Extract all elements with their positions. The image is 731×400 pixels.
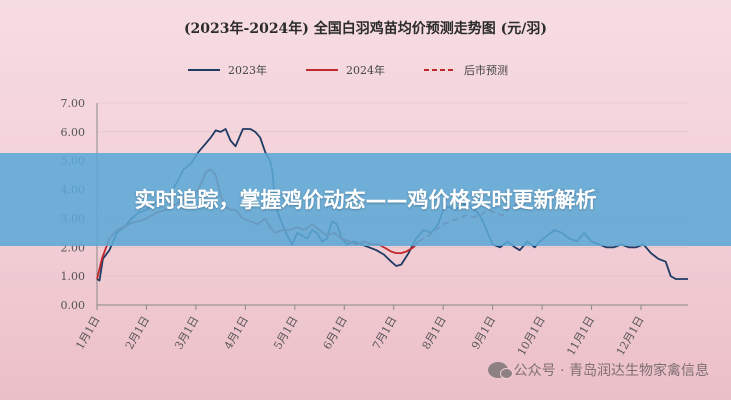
x-tick-label: 10月1日 (515, 314, 548, 358)
x-tick-label: 11月1日 (564, 314, 597, 358)
headline-text: 实时追踪，掌握鸡价动态——鸡价格实时更新解析 (134, 187, 597, 212)
wechat-icon (487, 362, 513, 379)
watermark-text: 公众号 · 青岛润达生物家禽信息 (513, 363, 709, 379)
legend-label: 后市预测 (464, 63, 508, 77)
x-tick-label: 4月1日 (222, 314, 251, 352)
x-tick-label: 9月1日 (469, 314, 498, 352)
y-tick-label: 7.00 (61, 97, 86, 110)
y-tick-label: 1.00 (61, 270, 86, 283)
x-tick-label: 2月1日 (123, 314, 152, 352)
x-tick-label: 7月1日 (370, 314, 399, 352)
x-tick-label: 5月1日 (271, 314, 300, 352)
y-tick-label: 0.00 (61, 299, 86, 312)
y-tick-label: 6.00 (61, 126, 86, 139)
x-tick-label: 6月1日 (321, 314, 350, 352)
watermark: 公众号 · 青岛润达生物家禽信息 (487, 360, 709, 380)
legend: 2023年 2024年 后市预测 (188, 63, 508, 77)
x-tick-label: 3月1日 (172, 314, 201, 352)
x-tick-label: 8月1日 (420, 314, 449, 352)
x-tick-label: 12月1日 (614, 314, 647, 358)
chart-title: (2023年-2024年) 全国白羽鸡苗均价预测走势图 (元/羽) (183, 21, 548, 37)
headline-banner: 实时追踪，掌握鸡价动态——鸡价格实时更新解析 (0, 153, 731, 246)
legend-label: 2023年 (228, 63, 267, 77)
x-tick-labels: 1月1日 2月1日 3月1日 4月1日 5月1日 6月1日 7月1日 8月1日 9月1日 10月1… (73, 314, 646, 358)
x-tick-label: 1月1日 (73, 314, 102, 352)
legend-label: 2024年 (346, 63, 385, 77)
